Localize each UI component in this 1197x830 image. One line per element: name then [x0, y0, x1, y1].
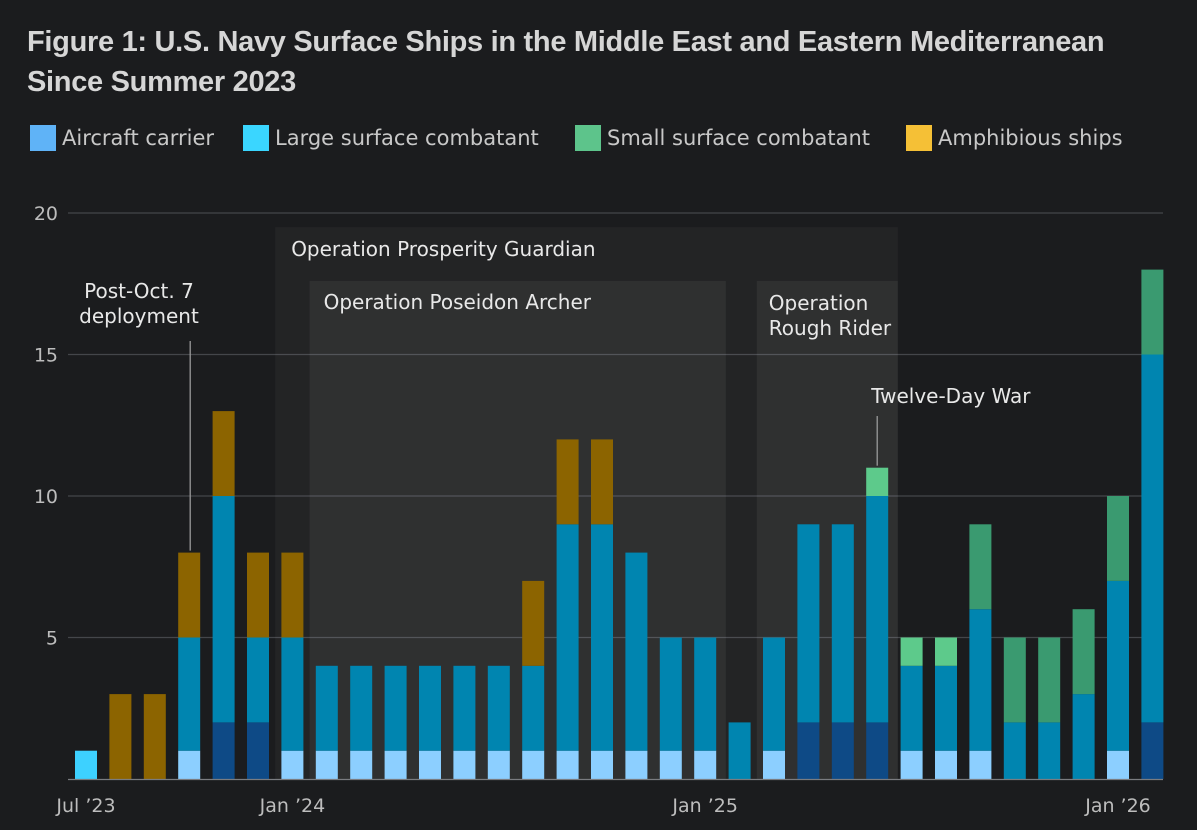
bar-jun-2024-carrier-light [453, 750, 476, 779]
bar-may-2024-large-surface-combatant [419, 665, 441, 751]
bar-apr-2024-large-surface-combatant [384, 665, 407, 751]
operation-label-poseidon-archer: Operation Poseidon Archer [324, 290, 592, 314]
x-tick-label-jan-26: Jan ’26 [1084, 795, 1151, 817]
bar-feb-2026-large-surface-combatant [1141, 354, 1164, 723]
bar-apr-2025-large-surface-combatant [797, 524, 820, 723]
bar-nov-2023-carrier-dark [212, 722, 235, 779]
bar-may-2024-carrier-light [419, 750, 441, 779]
bar-mar-2025-carrier-light [763, 750, 785, 779]
legend-swatch-amphibious-ships [906, 125, 932, 151]
bar-sep-2023-amphibious [143, 694, 166, 779]
bar-dec-2025-small-surface-combatant [1072, 609, 1095, 695]
bar-oct-2023-large-surface-combatant [178, 637, 201, 751]
bar-sep-2025-large-surface-combatant [969, 609, 992, 751]
bar-jun-2025-small-surface-combatant-light [866, 467, 889, 496]
legend-label-aircraft-carrier: Aircraft carrier [62, 126, 215, 150]
bar-jul-2024-carrier-light [487, 750, 510, 779]
y-tick-label-5: 5 [46, 628, 58, 650]
operation-label-rough-rider: Operation Rough Rider [769, 291, 892, 340]
bar-jul-2023-large-surface-combatant-solo [75, 750, 97, 779]
bar-sep-2025-carrier-light [969, 750, 992, 779]
bar-oct-2025-large-surface-combatant [1003, 722, 1026, 779]
bar-jan-2024-large-surface-combatant [281, 637, 304, 751]
bar-jul-2025-large-surface-combatant [900, 665, 923, 751]
bar-apr-2024-carrier-light [384, 750, 407, 779]
bar-oct-2023-amphibious [178, 552, 201, 638]
y-tick-label-10: 10 [34, 486, 58, 508]
bar-sep-2025-small-surface-combatant [969, 524, 992, 610]
legend-swatch-large-surface-combatant [243, 125, 269, 151]
bar-jun-2024-large-surface-combatant [453, 665, 476, 751]
bar-sep-2024-amphibious [556, 439, 579, 525]
bar-aug-2024-large-surface-combatant [522, 665, 545, 751]
bar-feb-2024-large-surface-combatant [315, 665, 338, 751]
annotation-twelve-day-war: Twelve-Day War [870, 384, 1031, 408]
bar-aug-2024-carrier-light [522, 750, 545, 779]
bar-nov-2025-large-surface-combatant [1038, 722, 1061, 779]
bar-mar-2025-large-surface-combatant [763, 637, 785, 751]
bar-oct-2024-large-surface-combatant [591, 524, 613, 751]
bar-aug-2025-carrier-light [935, 750, 957, 779]
bar-jul-2024-large-surface-combatant [487, 665, 510, 751]
bar-aug-2025-large-surface-combatant [935, 665, 957, 751]
bar-feb-2026-carrier-dark [1141, 722, 1164, 779]
bar-jun-2025-large-surface-combatant [866, 496, 889, 723]
legend-swatch-aircraft-carrier [30, 125, 56, 151]
bar-dec-2023-carrier-dark [247, 722, 269, 779]
bar-nov-2025-small-surface-combatant [1038, 637, 1061, 723]
bar-jul-2025-carrier-light [900, 750, 923, 779]
bar-jan-2024-amphibious [281, 552, 304, 638]
bar-apr-2025-carrier-dark [797, 722, 820, 779]
legend-swatch-small-surface-combatant [575, 125, 601, 151]
bar-nov-2023-amphibious [212, 411, 235, 496]
y-tick-label-20: 20 [34, 203, 58, 225]
bar-jan-2025-carrier-light [694, 750, 717, 779]
annotation-post-oct-7-deployment: Post-Oct. 7 deployment [79, 279, 199, 328]
bar-jan-2026-small-surface-combatant [1107, 496, 1129, 581]
bar-jan-2024-carrier-light [281, 750, 304, 779]
bar-dec-2024-carrier-light [659, 750, 682, 779]
bar-oct-2024-amphibious [591, 439, 613, 525]
legend-label-small-surface-combatant: Small surface combatant [607, 126, 870, 150]
bar-feb-2025-large-surface-combatant [728, 722, 751, 779]
x-tick-label-jan-25: Jan ’25 [671, 795, 738, 817]
bar-oct-2023-carrier-light [178, 750, 201, 779]
bar-dec-2024-large-surface-combatant [659, 637, 682, 751]
bar-jun-2025-carrier-dark [866, 722, 889, 779]
bar-mar-2024-carrier-light [350, 750, 373, 779]
bar-aug-2023-amphibious [109, 694, 132, 779]
x-tick-label-jul-23: Jul ’23 [55, 795, 115, 817]
chart-title: Figure 1: U.S. Navy Surface Ships in the… [27, 26, 1105, 98]
bar-nov-2024-large-surface-combatant [625, 552, 648, 751]
bar-nov-2024-carrier-light [625, 750, 648, 779]
bar-dec-2025-large-surface-combatant [1072, 694, 1095, 779]
bar-jul-2025-small-surface-combatant-light [900, 637, 923, 666]
bar-mar-2024-large-surface-combatant [350, 665, 373, 751]
bar-may-2025-large-surface-combatant [831, 524, 854, 723]
bar-jan-2026-carrier-light [1107, 750, 1129, 779]
bar-dec-2023-large-surface-combatant [247, 637, 269, 723]
x-tick-label-jan-24: Jan ’24 [259, 795, 326, 817]
bar-aug-2025-small-surface-combatant-light [935, 637, 957, 666]
bar-may-2025-carrier-dark [831, 722, 854, 779]
y-tick-label-15: 15 [34, 345, 58, 367]
operation-label-prosperity-guardian: Operation Prosperity Guardian [291, 237, 595, 261]
bar-jan-2025-large-surface-combatant [694, 637, 717, 751]
bar-jan-2026-large-surface-combatant [1107, 580, 1129, 751]
bar-oct-2025-small-surface-combatant [1003, 637, 1026, 723]
bar-oct-2024-carrier-light [591, 750, 613, 779]
operation-region-operation-poseidon-archer [309, 280, 726, 779]
bar-nov-2023-large-surface-combatant [212, 496, 235, 723]
bar-feb-2026-small-surface-combatant [1141, 269, 1164, 355]
legend-label-amphibious-ships: Amphibious ships [938, 126, 1123, 150]
bar-sep-2024-carrier-light [556, 750, 579, 779]
bar-feb-2024-carrier-light [315, 750, 338, 779]
bar-sep-2024-large-surface-combatant [556, 524, 579, 751]
legend-label-large-surface-combatant: Large surface combatant [275, 126, 539, 150]
bar-aug-2024-amphibious [522, 580, 545, 666]
bar-dec-2023-amphibious [247, 552, 269, 638]
